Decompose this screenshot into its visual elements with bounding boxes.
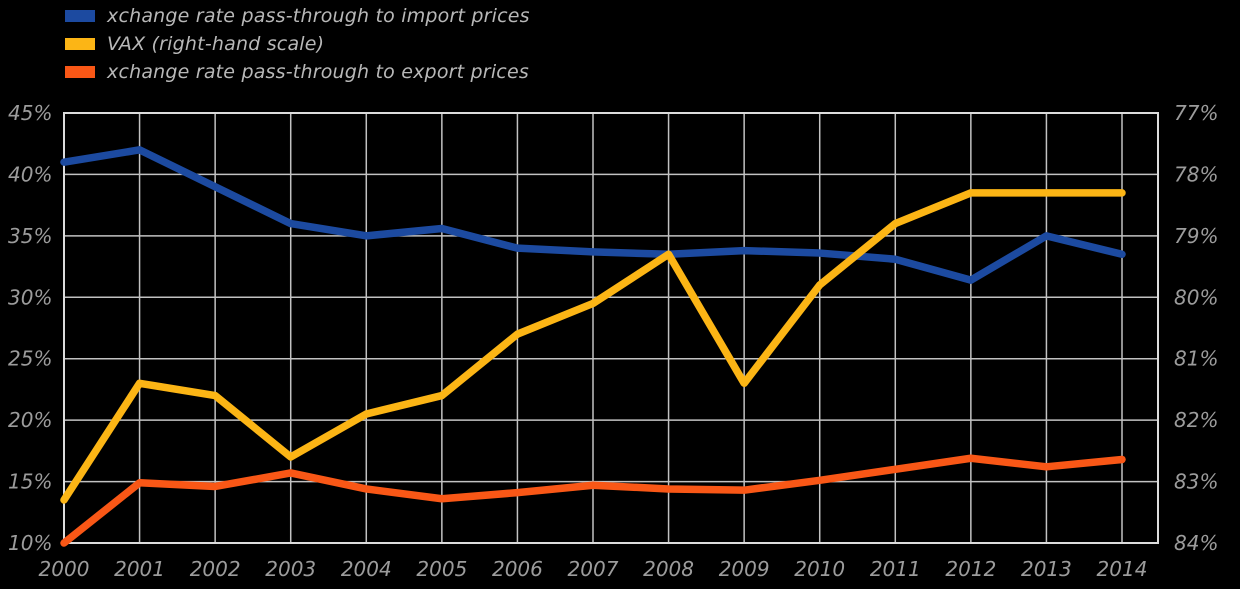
legend-swatch-vax [65, 37, 95, 50]
x-axis-tick: 2013 [1021, 557, 1072, 581]
left-axis-tick: 10% [8, 531, 52, 555]
x-axis-tick: 2007 [568, 557, 619, 581]
plot-border [63, 112, 1159, 544]
left-axis-tick: 30% [8, 285, 52, 309]
right-axis-tick: 83% [1174, 470, 1218, 494]
right-axis-tick: 81% [1174, 347, 1218, 371]
left-axis-tick: 25% [8, 347, 52, 371]
x-axis-tick: 2012 [945, 557, 996, 581]
x-axis-tick: 2005 [416, 557, 467, 581]
x-axis-tick: 2008 [643, 557, 694, 581]
left-axis-tick: 20% [8, 408, 52, 432]
legend-item-export-erpt: xchange rate pass-through to export pric… [65, 60, 530, 83]
x-axis-tick: 2002 [190, 557, 241, 581]
series-line-export-erpt [60, 454, 1126, 547]
x-axis-tick: 2001 [114, 557, 165, 581]
series-line-vax [60, 189, 1126, 504]
legend-item-vax: VAX (right-hand scale) [65, 32, 530, 55]
series-line-import-erpt [60, 146, 1126, 284]
right-axis-tick: 79% [1174, 224, 1218, 248]
left-axis-tick: 45% [8, 101, 52, 125]
legend-item-import-erpt: xchange rate pass-through to import pric… [65, 4, 530, 27]
legend-swatch-export-erpt [65, 65, 95, 78]
right-axis-tick: 82% [1174, 408, 1218, 432]
x-axis-tick: 2011 [870, 557, 921, 581]
left-axis-tick: 35% [8, 224, 52, 248]
x-axis-tick: 2009 [719, 557, 770, 581]
left-axis-tick: 15% [8, 470, 52, 494]
x-axis-tick: 2014 [1097, 557, 1148, 581]
legend-label: xchange rate pass-through to import pric… [107, 4, 530, 27]
x-axis-tick: 2004 [341, 557, 392, 581]
x-axis-tick: 2006 [492, 557, 543, 581]
x-axis-tick: 2000 [39, 557, 90, 581]
x-axis-tick: 2003 [265, 557, 316, 581]
right-axis-tick: 80% [1174, 285, 1218, 309]
left-axis-tick: 40% [8, 162, 52, 186]
legend-swatch-import-erpt [65, 9, 95, 22]
right-axis-tick: 77% [1174, 101, 1218, 125]
legend-label: VAX (right-hand scale) [107, 32, 325, 55]
x-axis-tick: 2010 [794, 557, 845, 581]
right-axis-tick: 84% [1174, 531, 1218, 555]
legend-label: xchange rate pass-through to export pric… [107, 60, 529, 83]
right-axis-tick: 78% [1174, 162, 1218, 186]
legend: xchange rate pass-through to import pric… [65, 4, 530, 88]
